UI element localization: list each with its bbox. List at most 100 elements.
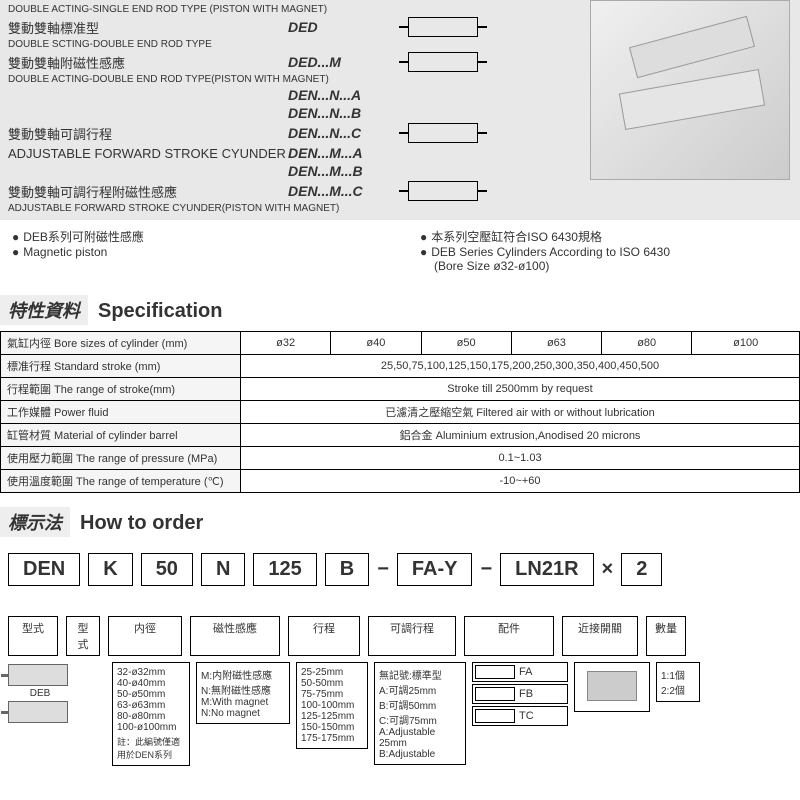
type-label-zh: 雙動雙軸可調行程附磁性感應: [8, 182, 288, 201]
detail-magnet-box: M:内附磁性感應N:無附磁性感應M:With magnetN:No magnet: [196, 662, 290, 724]
cylinder-symbol-icon: [408, 17, 478, 37]
type-label-zh: 雙動雙軸可調行程: [8, 124, 288, 143]
bore-header: ø80: [602, 332, 692, 355]
spec-label: 缸管材質 Material of cylinder barrel: [1, 424, 241, 447]
order-category-label: 可調行程: [368, 616, 456, 656]
bullet-item: DEB Series Cylinders According to ISO 64…: [420, 245, 788, 259]
cylinder-symbol-icon: [408, 52, 478, 72]
order-code-box: 50: [141, 553, 193, 586]
order-code-box: 125: [253, 553, 316, 586]
type-code: DEN...M...B: [288, 163, 408, 179]
order-category-label: 配件: [464, 616, 554, 656]
order-code-box: DEN: [8, 553, 80, 586]
order-category-label: 數量: [646, 616, 686, 656]
order-code-box: K: [88, 553, 132, 586]
type-symbol: [408, 181, 498, 201]
detail-bore-box: 32-ø32mm40-ø40mm50-ø50mm63-ø63mm80-ø80mm…: [112, 662, 190, 766]
specification-table: 氣缸内徑 Bore sizes of cylinder (mm)ø32ø40ø5…: [0, 331, 800, 493]
sensor-icon: [587, 671, 637, 701]
type-symbol: [408, 52, 498, 72]
type-label-zh: 雙動雙軸附磁性感應: [8, 53, 288, 72]
order-code-box: FA-Y: [397, 553, 473, 586]
cylinder-mini-icon: [8, 664, 68, 686]
type-subtitle: ADJUSTABLE FORWARD STROKE CYUNDER(PISTON…: [8, 203, 792, 214]
order-separator: ×: [602, 558, 614, 581]
order-category-label: 内徑: [108, 616, 182, 656]
order-labels-row: 型式型式内徑磁性感應行程可調行程配件近接開關數量: [0, 616, 800, 656]
type-code: DEN...N...C: [288, 125, 408, 141]
type-code: DEN...M...A: [288, 145, 408, 161]
spec-label: 氣缸内徑 Bore sizes of cylinder (mm): [1, 332, 241, 355]
order-code-row: DENK50N125B−FA-Y−LN21R×2: [0, 543, 800, 596]
accessory-label: FB: [519, 688, 533, 700]
type-row: 雙動雙軸可調行程附磁性感應DEN...M...C: [8, 181, 792, 201]
detail-qty-box: 1:1個2:2個: [656, 662, 700, 702]
order-separator: −: [480, 558, 492, 581]
spec-header: 特性資料 Specification: [0, 289, 800, 331]
type-symbol: [408, 123, 498, 143]
bore-header: ø50: [421, 332, 511, 355]
bore-header: ø32: [241, 332, 331, 355]
order-code-box: N: [201, 553, 245, 586]
detail-sensor-box: [574, 662, 650, 712]
notes-section: DEB系列可附磁性感應Magnetic piston 本系列空壓缸符合ISO 6…: [0, 220, 800, 281]
spec-value: -10~+60: [241, 470, 800, 493]
order-details-row: DEB 32-ø32mm40-ø40mm50-ø50mm63-ø63mm80-ø8…: [0, 656, 800, 772]
order-header: 標示法 How to order: [0, 501, 800, 543]
spec-header-zh: 特性資料: [0, 295, 88, 325]
type-listing-section: DOUBLE ACTING-SINGLE END ROD TYPE (PISTO…: [0, 0, 800, 220]
bore-note: 註：此編號僅適用於DEN系列: [117, 735, 185, 761]
type-label-zh: 雙動雙軸標准型: [8, 18, 288, 37]
spec-value: 25,50,75,100,125,150,175,200,250,300,350…: [241, 355, 800, 378]
spec-value: Stroke till 2500mm by request: [241, 378, 800, 401]
order-category-label: 型式: [66, 616, 100, 656]
type-code: DED: [288, 19, 408, 35]
order-header-zh: 標示法: [0, 507, 70, 537]
bullet-item: 本系列空壓缸符合ISO 6430規格: [420, 228, 788, 245]
cylinder-mini-icon: [8, 701, 68, 723]
deb-label: DEB: [8, 688, 72, 699]
accessory-symbol-icon: [475, 665, 515, 679]
order-code-box: LN21R: [500, 553, 593, 586]
order-code-box: 2: [621, 553, 662, 586]
type-code: DEN...N...B: [288, 105, 408, 121]
detail-adjustable-box: 無記號:標準型A:可調25mmB:可調50mmC:可調75mmA:Adjusta…: [374, 662, 466, 765]
spec-value: 已濾清之壓縮空氣 Filtered air with or without lu…: [241, 401, 800, 424]
spec-label: 工作媒體 Power fluid: [1, 401, 241, 424]
type-symbol: [408, 17, 498, 37]
detail-stroke-box: 25-25mm50-50mm75-75mm100-100mm125-125mm1…: [296, 662, 368, 749]
detail-type-col: DEB: [8, 662, 72, 725]
accessory-label: TC: [519, 710, 534, 722]
spec-label: 行程範圍 The range of stroke(mm): [1, 378, 241, 401]
type-label-zh: ADJUSTABLE FORWARD STROKE CYUNDER: [8, 146, 288, 161]
bore-header: ø40: [331, 332, 421, 355]
cylinder-symbol-icon: [408, 181, 478, 201]
type-code: DEN...M...C: [288, 183, 408, 199]
bullet-item: (Bore Size ø32-ø100): [420, 259, 788, 273]
spec-label: 使用溫度範圍 The range of temperature (℃): [1, 470, 241, 493]
accessory-label: FA: [519, 666, 532, 678]
spec-label: 使用壓力範圍 The range of pressure (MPa): [1, 447, 241, 470]
bullet-item: DEB系列可附磁性感應: [12, 228, 380, 245]
detail-accessories-col: FA FB TC: [472, 662, 568, 728]
spec-label: 標准行程 Standard stroke (mm): [1, 355, 241, 378]
spec-value: 鋁合金 Aluminium extrusion,Anodised 20 micr…: [241, 424, 800, 447]
order-header-en: How to order: [80, 512, 203, 535]
order-separator: −: [377, 558, 389, 581]
product-photo: [590, 0, 790, 180]
spec-value: 0.1~1.03: [241, 447, 800, 470]
bullet-item: Magnetic piston: [12, 245, 380, 259]
order-category-label: 近接開關: [562, 616, 638, 656]
bore-header: ø100: [692, 332, 800, 355]
type-code: DED...M: [288, 54, 408, 70]
accessory-symbol-icon: [475, 687, 515, 701]
order-code-box: B: [325, 553, 369, 586]
bore-header: ø63: [511, 332, 601, 355]
accessory-symbol-icon: [475, 709, 515, 723]
order-category-label: 磁性感應: [190, 616, 280, 656]
spec-header-en: Specification: [98, 300, 222, 323]
type-code: DEN...N...A: [288, 87, 408, 103]
order-category-label: 型式: [8, 616, 58, 656]
cylinder-symbol-icon: [408, 123, 478, 143]
order-category-label: 行程: [288, 616, 360, 656]
